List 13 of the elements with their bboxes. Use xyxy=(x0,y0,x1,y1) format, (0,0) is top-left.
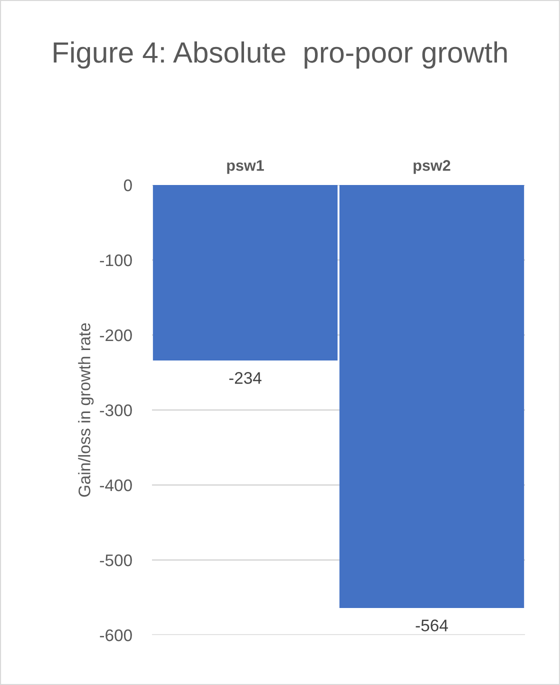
y-tick-label: -300 xyxy=(100,404,132,416)
y-tick-label: -400 xyxy=(100,479,132,492)
data-label: -564 xyxy=(416,620,448,632)
y-tick-label: -600 xyxy=(100,629,132,642)
x-tick-label: psw1 xyxy=(227,160,264,174)
chart-title: Figure 4: Absolute pro-poor growth xyxy=(54,41,507,69)
y-tick-label: 0 xyxy=(124,179,132,192)
y-axis-title: Gain/loss in growth rate xyxy=(78,323,94,497)
y-tick-label: -200 xyxy=(100,329,132,342)
y-tick-label: -100 xyxy=(100,254,132,266)
y-tick-label: -500 xyxy=(100,554,132,566)
data-label: -234 xyxy=(229,372,262,384)
x-tick-label: psw2 xyxy=(414,160,450,174)
